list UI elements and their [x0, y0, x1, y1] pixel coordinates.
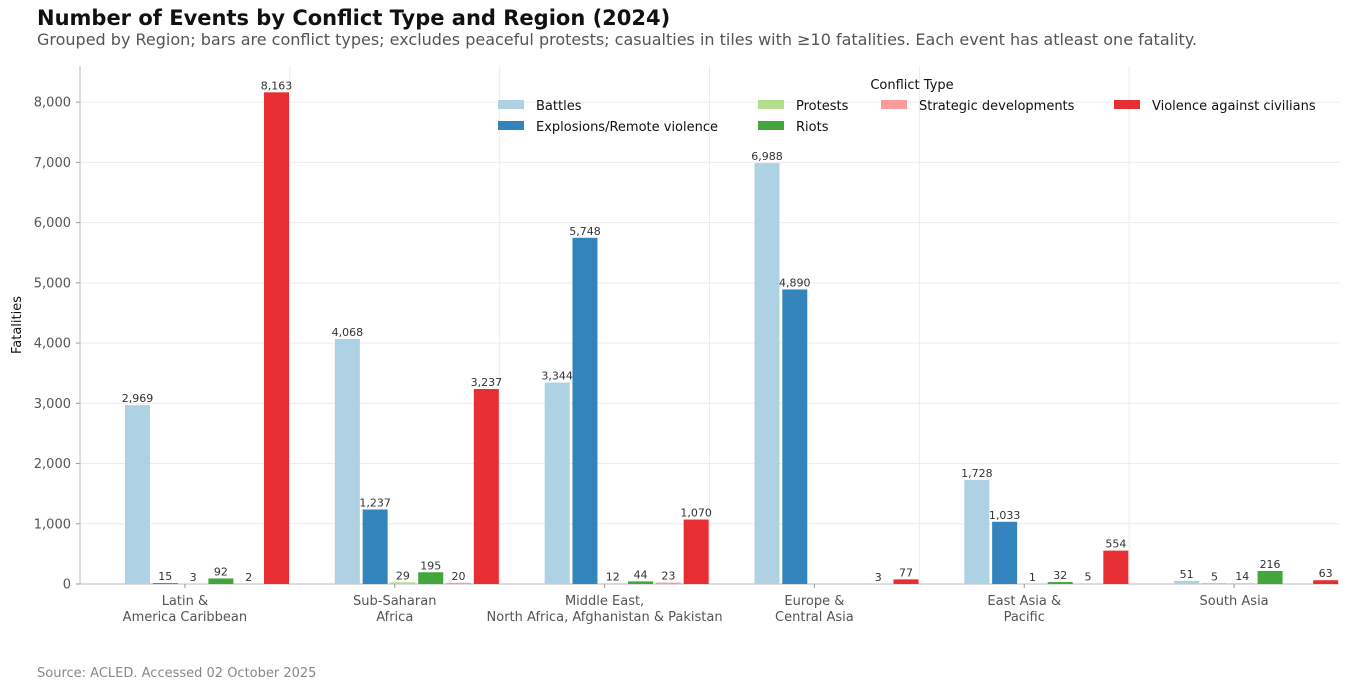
- y-tick-label: 3,000: [34, 397, 71, 412]
- y-tick-label: 7,000: [34, 156, 71, 171]
- bar: [964, 479, 990, 584]
- bar-data-label: 1,728: [961, 467, 993, 480]
- bar: [473, 389, 499, 584]
- y-axis-label: Fatalities: [10, 296, 25, 354]
- bar: [1257, 570, 1283, 584]
- y-tick-label: 4,000: [34, 337, 71, 352]
- bar: [1174, 580, 1200, 584]
- legend-label: Strategic developments: [919, 99, 1075, 114]
- bar: [754, 163, 780, 584]
- bar: [390, 582, 416, 584]
- bar: [125, 405, 150, 584]
- bar-data-label: 77: [899, 566, 913, 579]
- legend-swatch: [758, 100, 784, 109]
- bar-data-label: 3: [190, 571, 197, 584]
- legend-swatch: [1114, 100, 1140, 109]
- y-tick-label: 8,000: [34, 96, 71, 111]
- legend-label: Protests: [796, 99, 849, 114]
- legend-title: Conflict Type: [870, 78, 953, 93]
- x-tick-label: America Caribbean: [123, 610, 247, 625]
- x-tick-label: Sub-Saharan: [353, 594, 436, 609]
- bar-data-label: 15: [158, 570, 172, 583]
- bar: [1229, 583, 1255, 584]
- bar-data-label: 216: [1260, 558, 1281, 571]
- bar-data-label: 5,748: [569, 225, 601, 238]
- bar: [362, 509, 388, 584]
- bar-data-label: 29: [396, 569, 410, 582]
- bar-data-label: 92: [214, 565, 228, 578]
- legend-swatch: [881, 100, 907, 109]
- bar: [544, 382, 570, 584]
- bar: [1313, 580, 1339, 584]
- bar-data-label: 3,344: [541, 370, 573, 383]
- bar-data-label: 1,070: [680, 507, 712, 520]
- bar-data-label: 8,163: [261, 79, 293, 92]
- bar-data-label: 6,988: [751, 150, 783, 163]
- x-tick-label: South Asia: [1199, 594, 1268, 609]
- bar-data-label: 51: [1180, 568, 1194, 581]
- chart-subtitle: Grouped by Region; bars are conflict typ…: [37, 30, 1198, 49]
- bar-data-label: 5: [1085, 571, 1092, 584]
- source-note: Source: ACLED. Accessed 02 October 2025: [37, 666, 317, 681]
- bar: [1047, 582, 1073, 584]
- bar: [992, 521, 1018, 584]
- legend-label: Explosions/Remote violence: [536, 120, 718, 135]
- y-tick-label: 6,000: [34, 216, 71, 231]
- bar-data-label: 2: [245, 571, 252, 584]
- bar: [334, 338, 360, 584]
- x-tick-label: East Asia &: [987, 594, 1061, 609]
- bar: [628, 581, 654, 584]
- y-tick-label: 2,000: [34, 457, 71, 472]
- bar-data-label: 3: [875, 571, 882, 584]
- bar-data-label: 32: [1053, 569, 1067, 582]
- bar: [264, 92, 289, 584]
- bar-data-label: 14: [1235, 570, 1249, 583]
- legend-swatch: [498, 100, 524, 109]
- bar-data-label: 20: [452, 570, 466, 583]
- x-tick-label: Pacific: [1004, 610, 1045, 625]
- x-tick-label: Africa: [376, 610, 413, 625]
- x-tick-label: Central Asia: [775, 610, 854, 625]
- x-tick-label: Latin &: [162, 594, 208, 609]
- bar-data-label: 4,890: [779, 276, 811, 289]
- bar-data-label: 12: [606, 570, 620, 583]
- bar-data-label: 44: [634, 568, 648, 581]
- bar-data-label: 4,068: [332, 326, 364, 339]
- bar: [572, 237, 598, 584]
- legend-label: Violence against civilians: [1152, 99, 1316, 114]
- x-tick-label: Middle East,: [565, 594, 644, 609]
- bar-data-label: 5: [1211, 571, 1218, 584]
- bar-data-label: 195: [420, 559, 441, 572]
- bar: [446, 582, 472, 584]
- bar: [600, 583, 626, 584]
- bar-data-label: 1,033: [989, 509, 1021, 522]
- chart-title: Number of Events by Conflict Type and Re…: [37, 6, 671, 30]
- bar: [655, 582, 681, 584]
- bar-data-label: 2,969: [122, 392, 154, 405]
- bar: [1103, 550, 1129, 584]
- bar-data-label: 3,237: [471, 376, 503, 389]
- bar: [683, 519, 709, 584]
- y-tick-label: 5,000: [34, 276, 71, 291]
- y-tick-label: 0: [63, 578, 71, 593]
- bar: [782, 289, 808, 584]
- bar-data-label: 63: [1319, 567, 1333, 580]
- x-tick-label: North Africa, Afghanistan & Pakistan: [487, 610, 723, 625]
- legend-swatch: [758, 121, 784, 130]
- bar: [152, 583, 178, 584]
- x-tick-label: Europe &: [784, 594, 844, 609]
- bar: [208, 578, 234, 584]
- legend-label: Riots: [796, 120, 829, 135]
- bar-data-label: 23: [661, 570, 675, 583]
- bar-data-label: 1,237: [359, 496, 391, 509]
- y-tick-label: 1,000: [34, 517, 71, 532]
- bar: [893, 579, 919, 584]
- bar: [418, 572, 444, 584]
- legend-swatch: [498, 121, 524, 130]
- bar-data-label: 1: [1029, 571, 1036, 584]
- legend-label: Battles: [536, 99, 582, 114]
- bar-data-label: 554: [1105, 538, 1126, 551]
